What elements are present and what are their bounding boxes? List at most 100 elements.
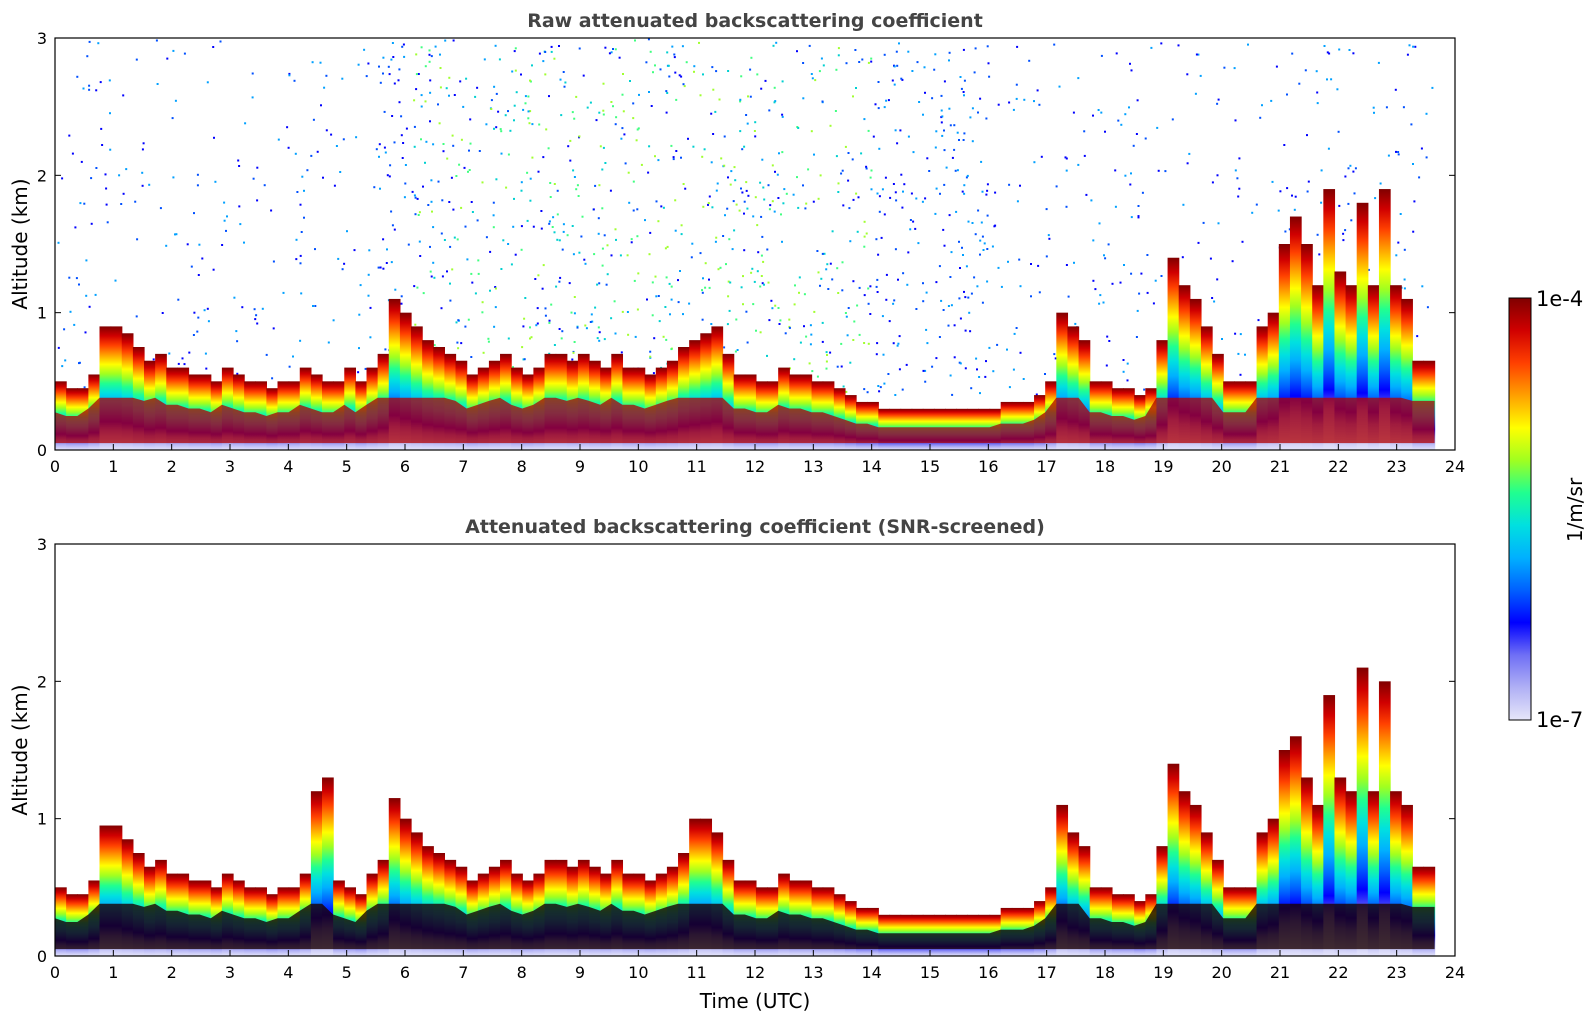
noise-speck <box>1344 229 1347 232</box>
noise-speck <box>389 164 392 167</box>
backscatter-column <box>411 326 423 450</box>
noise-speck <box>802 62 805 64</box>
noise-speck <box>802 97 805 100</box>
noise-speck <box>863 220 866 223</box>
noise-speck <box>829 351 832 354</box>
noise-speck <box>415 53 418 56</box>
noise-speck <box>971 140 974 143</box>
noise-speck <box>495 126 498 129</box>
noise-speck <box>1008 386 1011 389</box>
noise-speck <box>727 295 730 298</box>
noise-speck <box>382 238 385 241</box>
noise-speck <box>891 79 894 82</box>
noise-speck <box>1197 53 1200 56</box>
noise-speck <box>911 70 914 72</box>
noise-speck <box>994 191 997 194</box>
noise-speck <box>958 361 961 364</box>
noise-speck <box>294 152 297 155</box>
noise-speck <box>531 64 533 67</box>
noise-speck <box>962 254 964 256</box>
noise-speck <box>1064 156 1067 159</box>
noise-speck <box>808 362 811 365</box>
noise-speck <box>766 248 769 251</box>
noise-speck <box>1306 134 1308 137</box>
noise-speck <box>404 164 407 166</box>
backscatter-column <box>132 347 145 450</box>
noise-speck <box>78 361 81 364</box>
noise-speck <box>925 328 928 331</box>
noise-speck <box>401 157 404 159</box>
noise-speck <box>105 203 108 206</box>
noise-speck <box>926 157 929 160</box>
noise-speck <box>896 142 899 145</box>
noise-speck <box>358 313 361 316</box>
noise-speck <box>691 242 694 245</box>
noise-speck <box>943 183 946 186</box>
noise-speck <box>465 77 468 80</box>
noise-speck <box>835 155 838 158</box>
noise-speck <box>655 295 658 298</box>
noise-speck <box>428 49 431 52</box>
noise-speck <box>931 97 934 100</box>
noise-speck <box>272 327 275 330</box>
noise-speck <box>632 102 635 105</box>
noise-speck <box>1284 230 1287 233</box>
noise-speck <box>393 228 396 231</box>
noise-speck <box>948 214 951 217</box>
noise-speck <box>384 348 387 351</box>
noise-speck <box>346 230 348 233</box>
noise-speck <box>1015 83 1018 86</box>
noise-speck <box>669 313 671 316</box>
noise-speck <box>391 115 394 117</box>
noise-speck <box>100 127 103 130</box>
noise-speck <box>505 186 508 189</box>
noise-speck <box>561 248 564 251</box>
noise-speck <box>319 61 322 64</box>
noise-speck <box>635 139 638 142</box>
noise-speck <box>960 87 963 90</box>
noise-speck <box>1136 309 1139 312</box>
noise-speck <box>856 230 859 233</box>
noise-speck <box>193 212 195 215</box>
noise-speck <box>1293 208 1296 211</box>
noise-speck <box>494 286 497 288</box>
noise-speck <box>586 106 589 109</box>
noise-speck <box>538 123 541 126</box>
noise-speck <box>84 331 87 334</box>
noise-speck <box>767 281 770 284</box>
noise-speck <box>1239 373 1242 376</box>
noise-speck <box>841 289 844 292</box>
noise-speck <box>876 342 879 345</box>
noise-speck <box>568 282 571 285</box>
noise-speck <box>520 248 523 251</box>
noise-speck <box>419 255 422 257</box>
noise-speck <box>522 108 525 111</box>
noise-speck <box>332 319 335 322</box>
noise-speck <box>870 188 873 191</box>
noise-speck <box>760 87 763 90</box>
noise-speck <box>905 363 908 366</box>
noise-speck <box>544 51 547 53</box>
panel-screened-y-label: Altitude (km) <box>8 684 32 815</box>
noise-speck <box>529 177 532 180</box>
noise-speck <box>961 246 963 249</box>
noise-speck <box>907 50 910 53</box>
noise-speck <box>556 189 559 192</box>
noise-speck <box>449 299 452 302</box>
noise-speck <box>825 360 828 363</box>
noise-speck <box>720 157 723 160</box>
noise-speck <box>760 254 763 257</box>
noise-speck <box>384 151 387 154</box>
noise-speck <box>670 348 673 351</box>
noise-speck <box>538 52 541 55</box>
noise-speck <box>379 187 381 190</box>
noise-speck <box>774 304 777 307</box>
noise-speck <box>856 304 859 307</box>
noise-speck <box>652 71 654 74</box>
noise-speck <box>884 176 887 179</box>
noise-speck <box>673 56 676 59</box>
noise-speck <box>953 124 956 127</box>
noise-speck <box>1007 260 1009 263</box>
noise-speck <box>175 233 178 236</box>
noise-speck <box>683 85 686 88</box>
